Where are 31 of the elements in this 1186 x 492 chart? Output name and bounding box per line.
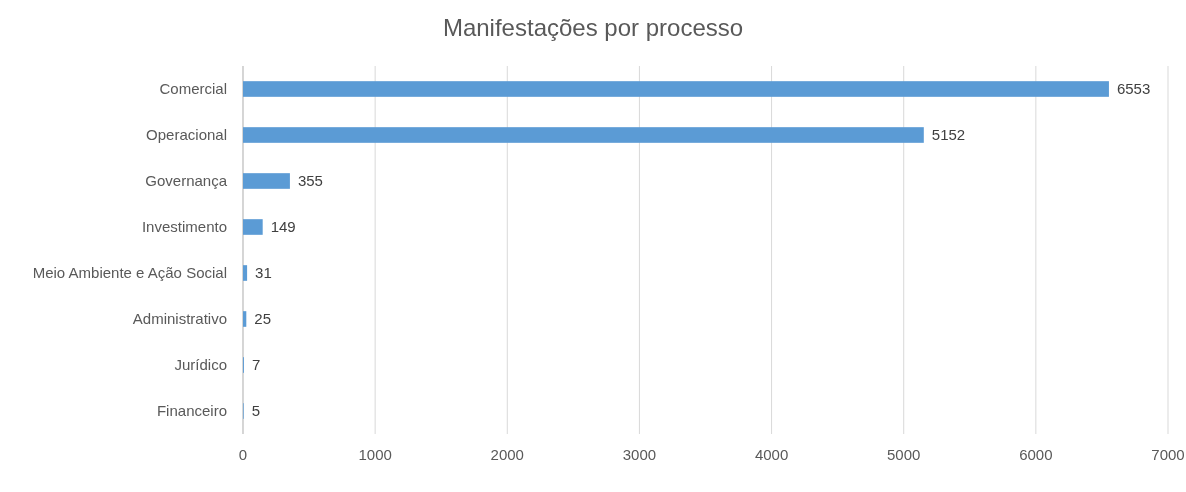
data-label: 31	[255, 264, 272, 282]
x-tick-label: 1000	[358, 446, 392, 463]
bar	[243, 265, 248, 281]
y-tick-label: Governança	[145, 172, 228, 190]
x-tick-label: 2000	[490, 446, 524, 463]
bar	[243, 311, 247, 327]
data-label: 5	[251, 402, 260, 420]
bar	[243, 219, 263, 235]
x-tick-label: 0	[238, 446, 248, 463]
bar	[243, 127, 924, 143]
y-tick-label: Administrativo	[132, 310, 227, 328]
x-tick-label: 5000	[887, 446, 921, 463]
bar	[243, 173, 290, 189]
x-tick-label: 6000	[1019, 446, 1053, 463]
chart-title: Manifestações por processo	[442, 14, 744, 41]
y-tick-label: Comercial	[159, 80, 227, 98]
data-label: 5152	[931, 126, 966, 144]
bar	[243, 81, 1109, 97]
x-tick-label: 7000	[1151, 446, 1185, 463]
data-label: 25	[254, 310, 271, 328]
x-tick-label: 4000	[754, 446, 789, 463]
y-tick-label: Investimento	[141, 218, 227, 236]
x-tick-label: 3000	[622, 446, 657, 463]
data-label: 6553	[1116, 80, 1151, 98]
data-label: 149	[270, 218, 296, 236]
data-label: 7	[251, 356, 261, 374]
y-tick-label: Meio Ambiente e Ação Social	[32, 264, 227, 282]
data-label: 355	[297, 172, 323, 190]
y-tick-label: Jurídico	[174, 356, 227, 374]
y-tick-label: Financeiro	[156, 402, 227, 420]
y-tick-label: Operacional	[146, 126, 227, 144]
